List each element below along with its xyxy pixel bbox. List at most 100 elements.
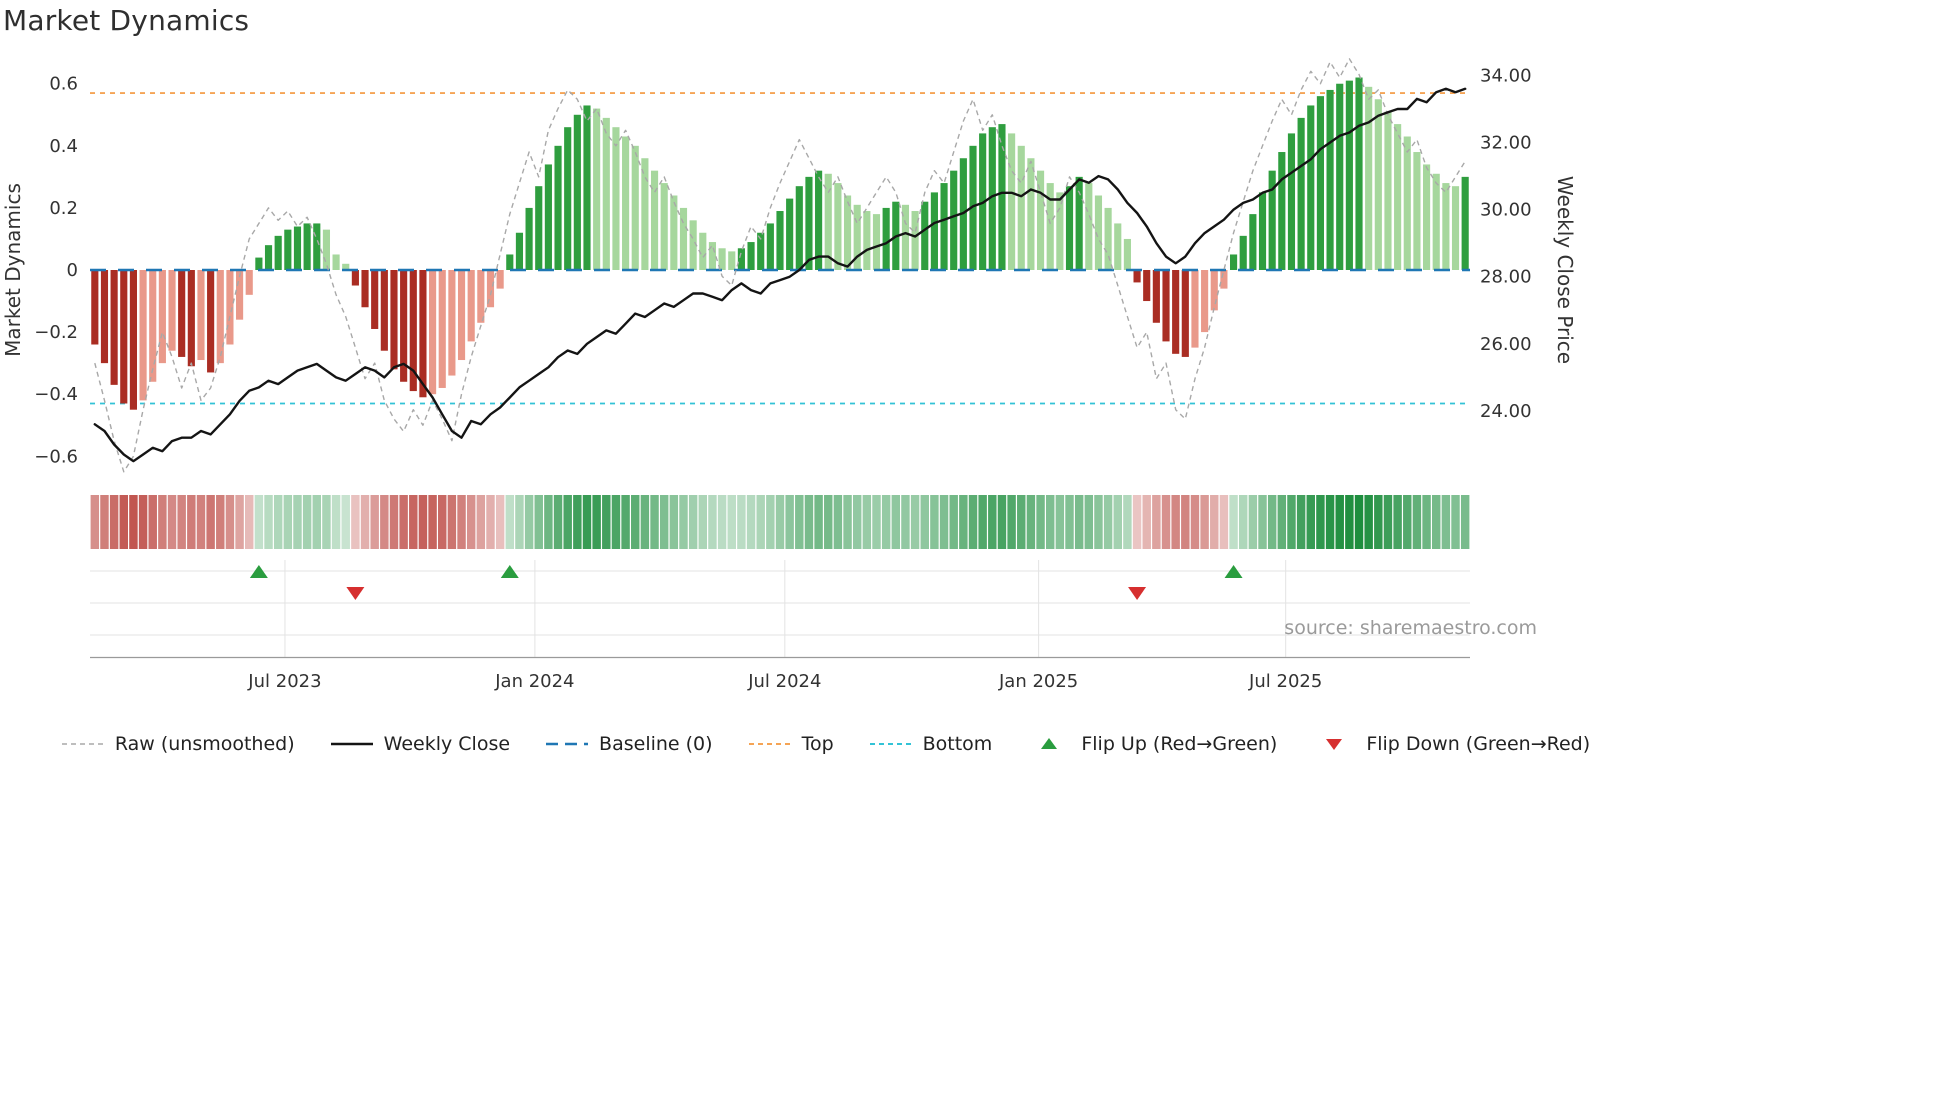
heatmap-cell xyxy=(167,495,177,549)
oscillator-bar xyxy=(921,201,929,270)
legend-line-swatch xyxy=(869,743,912,745)
oscillator-bar xyxy=(535,186,543,270)
heatmap-cell xyxy=(1036,495,1045,549)
oscillator-bar xyxy=(496,270,504,289)
heatmap-cell xyxy=(534,495,543,549)
heatmap-cell xyxy=(1171,495,1180,549)
heatmap-cell xyxy=(399,495,408,549)
oscillator-bar xyxy=(139,270,147,401)
oscillator-bar xyxy=(544,164,552,270)
heatmap-cell xyxy=(959,495,968,549)
right-axis-tick-label: 28.00 xyxy=(1480,267,1532,288)
right-axis-tick-label: 24.00 xyxy=(1480,401,1532,422)
oscillator-bar xyxy=(593,108,601,270)
flip-down-marker xyxy=(346,587,365,600)
heatmap-cell xyxy=(997,495,1007,549)
oscillator-bar xyxy=(525,207,533,270)
oscillator-bar xyxy=(1423,164,1431,270)
heatmap-cell xyxy=(1431,495,1441,549)
oscillator-bar xyxy=(1210,270,1218,311)
heatmap-cell xyxy=(910,495,920,549)
heatmap-strip xyxy=(90,495,1470,549)
flip-down-triangle-icon xyxy=(1326,739,1343,750)
oscillator-bar xyxy=(515,232,524,270)
heatmap-cell xyxy=(1422,495,1431,549)
heatmap-cell xyxy=(1267,495,1277,549)
oscillator-bar xyxy=(1017,145,1025,270)
oscillator-bar xyxy=(1355,77,1363,270)
heatmap-cell xyxy=(370,495,379,549)
heatmap-cell xyxy=(766,495,775,549)
heatmap-cell xyxy=(640,495,650,549)
heatmap-cell xyxy=(1306,495,1315,549)
oscillator-bar xyxy=(969,145,977,270)
legend-label: Bottom xyxy=(922,733,993,755)
oscillator-bar xyxy=(1307,105,1315,271)
oscillator-bar xyxy=(1336,83,1344,270)
oscillator-bar xyxy=(332,254,340,270)
legend-line-swatch xyxy=(546,742,589,746)
legend-line-swatch xyxy=(61,743,104,745)
heatmap-cell xyxy=(158,495,167,549)
heatmap-cell xyxy=(852,495,862,549)
oscillator-bar xyxy=(168,270,176,351)
oscillator-bar xyxy=(564,127,572,270)
oscillator-bar xyxy=(1297,117,1305,270)
right-axis-label: Weekly Close Price xyxy=(1553,176,1577,364)
oscillator-bar xyxy=(641,158,649,270)
heatmap-cell xyxy=(1219,495,1229,549)
legend-item-flip-up-red-green: Flip Up (Red→Green) xyxy=(1026,733,1277,755)
oscillator-bar xyxy=(1104,207,1112,270)
flip-up-triangle-icon xyxy=(1041,738,1058,749)
heatmap-cell xyxy=(1123,495,1132,549)
oscillator-bar xyxy=(1181,270,1189,357)
heatmap-cell xyxy=(129,495,138,549)
heatmap-cell xyxy=(1103,495,1113,549)
heatmap-cell xyxy=(621,495,630,549)
oscillator-bar xyxy=(158,270,166,364)
heatmap-cell xyxy=(1441,495,1451,549)
x-axis-tick-label: Jan 2025 xyxy=(998,671,1078,692)
heatmap-cell xyxy=(881,495,891,549)
oscillator-bar xyxy=(255,257,263,270)
heatmap-cell xyxy=(582,495,592,549)
heatmap-cell xyxy=(659,495,669,549)
heatmap-cell xyxy=(1403,495,1412,549)
heatmap-cell xyxy=(1354,495,1364,549)
oscillator-bar xyxy=(940,183,948,270)
heatmap-cell xyxy=(756,495,765,549)
oscillator-bar xyxy=(216,270,224,364)
flip-down-marker xyxy=(1128,587,1147,600)
heatmap-cell xyxy=(688,495,698,549)
heatmap-cell xyxy=(409,495,418,549)
oscillator-bar xyxy=(815,170,823,270)
oscillator-bar xyxy=(1123,238,1131,270)
heatmap-cell xyxy=(100,495,109,549)
oscillator-bar xyxy=(786,198,794,270)
oscillator-bar xyxy=(438,270,446,388)
legend-line-swatch xyxy=(748,743,791,745)
heatmap-cell xyxy=(833,495,843,549)
oscillator-bar xyxy=(342,263,350,270)
oscillator-bar xyxy=(1316,96,1324,270)
heatmap-cell xyxy=(1200,495,1209,549)
oscillator-bar xyxy=(863,211,871,270)
left-axis-tick-label: 0.4 xyxy=(49,136,78,157)
heatmap-cell xyxy=(1460,495,1470,549)
oscillator-bar xyxy=(361,270,369,308)
legend-item-flip-down-green-red: Flip Down (Green→Red) xyxy=(1311,733,1590,755)
oscillator-bar xyxy=(911,211,919,270)
left-axis-tick-label: −0.2 xyxy=(34,322,78,343)
heatmap-cell xyxy=(312,495,322,549)
heatmap-cell xyxy=(785,495,794,549)
heatmap-cell xyxy=(968,495,978,549)
heatmap-cell xyxy=(1248,495,1258,549)
heatmap-cell xyxy=(949,495,958,549)
oscillator-bar xyxy=(1191,270,1199,348)
legend-item-top: Top xyxy=(747,733,834,755)
oscillator-bar xyxy=(728,251,736,270)
oscillator-bar xyxy=(882,207,890,270)
heatmap-cell xyxy=(380,495,389,549)
oscillator-bar xyxy=(872,214,881,270)
heatmap-cell xyxy=(939,495,949,549)
